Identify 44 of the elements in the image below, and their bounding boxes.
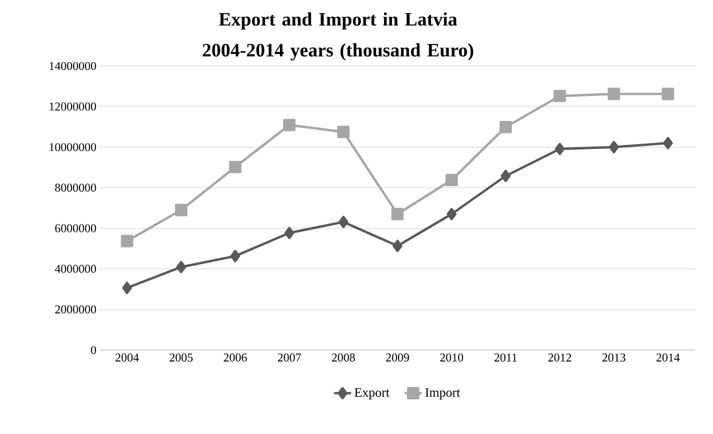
x-tick-label: 2013 (602, 354, 626, 362)
y-tick-label: 14000000 (50, 62, 96, 70)
point (554, 142, 565, 156)
point (500, 120, 512, 134)
y-tick-label: 8000000 (55, 184, 96, 192)
y-tick-label: 12000000 (50, 102, 96, 111)
point (662, 88, 674, 100)
x-tick-label: 2009 (386, 354, 409, 362)
point (176, 260, 186, 274)
point (445, 174, 458, 186)
x-tick-label: 2011 (494, 354, 517, 362)
point (284, 226, 294, 240)
point (229, 160, 242, 174)
y-tick-label: 2000000 (55, 305, 96, 314)
point (338, 216, 348, 228)
y-tick-label: 4000000 (54, 264, 96, 273)
legend-label: Import (425, 388, 460, 400)
point (500, 170, 511, 182)
x-tick-label: 2006 (224, 354, 247, 362)
x-tick-label: 2004 (116, 354, 139, 362)
point (554, 90, 566, 102)
chart-title: Export and Import in Latvia 2004-2014 years (thousand Euro) (202, 12, 474, 60)
point (174, 204, 188, 216)
x-tick-label: 2007 (278, 354, 301, 362)
x-tick-label: 2008 (332, 354, 355, 362)
point (663, 136, 673, 150)
point (446, 208, 457, 220)
point (337, 126, 350, 138)
point (608, 140, 619, 154)
x-tick-label: 2010 (440, 354, 464, 362)
y-tick-label: 0 (90, 346, 96, 354)
y-tick-label: 6000000 (55, 224, 96, 232)
point (391, 208, 404, 220)
x-tick-label: 2014 (656, 354, 680, 362)
x-tick-label: 2005 (170, 354, 193, 362)
point (283, 118, 296, 132)
point (392, 240, 402, 252)
point (122, 282, 132, 294)
y-tick-label: 10000000 (50, 143, 96, 152)
point (608, 88, 620, 100)
x-tick-label: 2012 (548, 354, 572, 362)
point (230, 250, 240, 262)
legend-label: Export (354, 388, 390, 400)
point (120, 234, 134, 248)
